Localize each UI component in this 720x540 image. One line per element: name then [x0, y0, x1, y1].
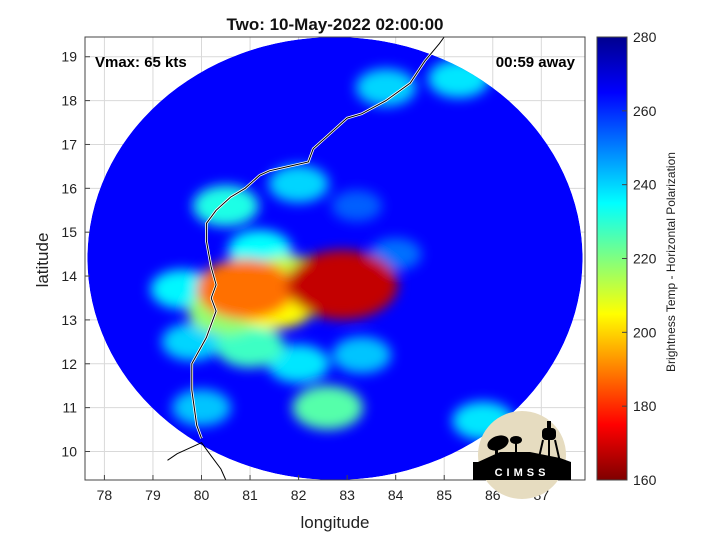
colorbar-tick-label: 180 — [633, 398, 657, 414]
cold-region — [332, 336, 392, 374]
y-tick-label: 19 — [61, 49, 77, 65]
chart-title: Two: 10-May-2022 02:00:00 — [226, 15, 443, 34]
cold-region — [267, 344, 330, 384]
plot-frame — [84, 36, 586, 481]
y-tick-label: 10 — [61, 443, 77, 459]
cold-region — [268, 165, 329, 203]
x-axis-ticks: 78 79 80 81 82 83 84 85 86 87 — [97, 475, 549, 503]
x-tick-label: 80 — [194, 487, 210, 503]
cimss-logo: CIMSS — [473, 411, 571, 499]
time-away-annotation: 00:59 away — [496, 54, 576, 71]
x-tick-label: 79 — [145, 487, 161, 503]
y-tick-label: 15 — [61, 224, 77, 240]
colorbar-tick-label: 260 — [633, 103, 657, 119]
colorbar-tick-label: 160 — [633, 472, 657, 488]
cold-region — [161, 323, 222, 361]
y-tick-label: 13 — [61, 312, 77, 328]
cold-region — [192, 185, 259, 227]
coastline-inner — [191, 37, 445, 439]
y-axis-label: latitude — [33, 233, 52, 288]
logo-text: CIMSS — [495, 467, 550, 479]
colorbar-tick-label: 280 — [633, 29, 657, 45]
y-tick-label: 11 — [62, 400, 77, 416]
x-tick-label: 81 — [242, 487, 258, 503]
colorbar-tick-label: 200 — [633, 324, 657, 340]
cold-region — [286, 250, 398, 320]
x-tick-label: 85 — [436, 487, 452, 503]
cold-region — [172, 389, 231, 426]
y-tick-label: 18 — [61, 93, 77, 109]
colorbar-label: Brightness Temp - Horizontal Polarizatio… — [664, 152, 678, 372]
cold-region — [355, 68, 417, 107]
colorbar-tick-label: 240 — [633, 177, 657, 193]
x-tick-label: 83 — [339, 487, 355, 503]
colorbar-ticks: 160 180 200 220 240 260 280 — [622, 29, 657, 488]
y-tick-label: 12 — [61, 356, 77, 372]
colorbar-tick-label: 220 — [633, 251, 657, 267]
x-tick-label: 78 — [97, 487, 113, 503]
y-axis-ticks: 10 11 12 13 14 15 16 17 18 19 — [61, 49, 90, 459]
cold-region — [292, 385, 364, 430]
cold-region — [331, 190, 382, 222]
y-tick-label: 16 — [61, 180, 77, 196]
sri-lanka-coastline — [167, 442, 227, 480]
x-axis-label: longitude — [300, 513, 369, 532]
cold-region — [215, 324, 285, 368]
x-tick-label: 84 — [388, 487, 404, 503]
y-tick-label: 14 — [61, 268, 77, 284]
cold-region — [196, 258, 294, 320]
vmax-annotation: Vmax: 65 kts — [95, 54, 187, 71]
x-tick-label: 82 — [291, 487, 307, 503]
y-tick-label: 17 — [61, 136, 77, 152]
